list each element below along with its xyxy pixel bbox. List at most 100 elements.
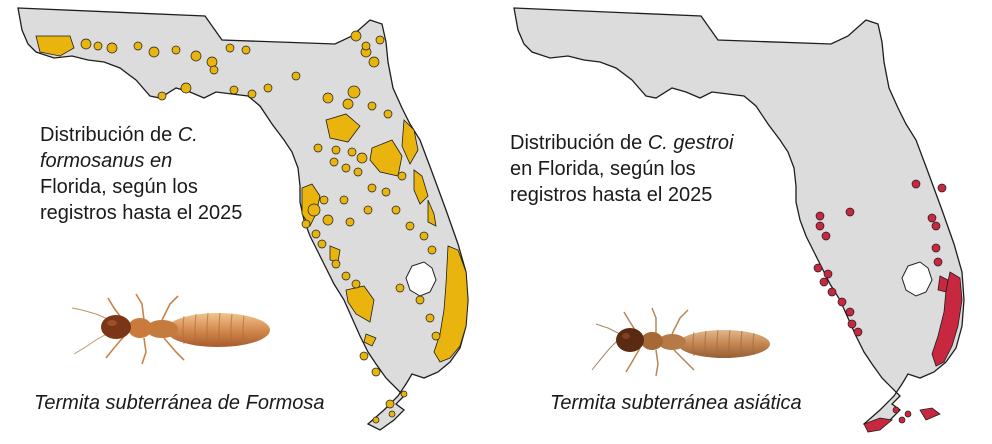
occurrence-dot [93,41,103,51]
occurrence-dot [307,203,321,217]
formosanus-dots [80,30,441,424]
occurrence-dot [815,221,825,231]
occurrence-dot [363,205,373,215]
occurrence-dot [815,211,825,221]
caption-line-2: en Florida, según los [510,158,696,180]
occurrence-dot [206,56,218,68]
occurrence-dot [341,163,351,173]
caption-genus: C. [177,124,198,146]
occurrence-dot [339,195,349,205]
occurrence-dot [342,98,354,110]
occurrence-dot [813,263,823,273]
formosanus-common-name: Termita subterránea de Formosa [34,392,325,414]
occurrence-dot [931,243,941,253]
caption-line-4: registros hasta el 2025 [40,202,243,224]
occurrence-dot [209,65,219,75]
occurrence-dot [381,187,391,197]
caption-line-3: registros hasta el 2025 [510,184,713,206]
occurrence-dot [317,239,327,249]
caption-line-3: Florida, según los [40,176,198,198]
occurrence-dot [341,271,351,281]
occurrence-dot [904,410,912,418]
occurrence-dot [106,42,118,54]
occurrence-dot [350,30,362,42]
occurrence-dot [933,257,943,267]
occurrence-dot [180,82,192,94]
occurrence-dot [927,213,937,223]
gestroi-dots [813,179,947,424]
occurrence-dot [190,50,202,62]
occurrence-dot [291,71,301,81]
occurrence-dot [313,143,323,153]
occurrence-dot [157,91,167,101]
occurrence-dot [331,259,341,269]
occurrence-dot [347,147,357,157]
occurrence-dot [391,205,401,215]
occurrence-dot [823,269,833,279]
formosanus-caption: Distribución de C. formosanus en Florida… [40,122,242,226]
occurrence-dot [847,319,857,329]
occurrence-dot [322,214,334,226]
occurrence-dot [845,207,855,217]
occurrence-dot [372,416,380,424]
caption-species: formosanus en [40,150,173,172]
occurrence-dot [405,221,415,231]
occurrence-dot [427,245,437,255]
occurrence-dot [911,179,921,189]
occurrence-dot [397,171,407,181]
formosan-termite-photo [71,293,270,365]
occurrence-dot [853,327,863,337]
caption-species: C. gestroi [647,132,734,154]
gestroi-panel: Distribución de C. gestroi en Florida, s… [496,0,992,444]
occurrence-dot [837,297,847,307]
occurrence-dot [133,41,143,51]
occurrence-dot [331,145,341,155]
gestroi-caption: Distribución de C. gestroi en Florida, s… [510,130,733,208]
occurrence-dot [225,43,235,53]
occurrence-dot [819,277,829,287]
lake-okeechobee [901,261,933,297]
occurrence-dot [821,231,831,241]
occurrence-dot [415,295,425,305]
caption-line-1: Distribución de [510,132,648,154]
formosanus-regions [35,35,469,363]
occurrence-dot [361,41,371,51]
occurrence-dot [351,279,361,289]
occurrence-dot [345,217,355,227]
occurrence-dot [80,38,92,50]
occurrence-dot [383,109,393,119]
occurrence-dot [322,92,334,104]
occurrence-dot [898,416,906,424]
occurrence-dot [171,45,181,55]
occurrence-dot [375,35,385,45]
occurrence-dot [263,83,273,93]
occurrence-dot [395,283,405,293]
occurrence-dot [827,287,837,297]
occurrence-dot [937,183,947,193]
gestroi-common-name: Termita subterránea asiática [550,392,802,414]
occurrence-dot [347,85,361,99]
occurrence-dot [319,195,329,205]
occurrence-dot [301,219,311,229]
occurrence-dot [419,231,429,241]
occurrence-dot [367,101,377,111]
asian-termite-photo [591,307,770,377]
occurrence-dot [371,367,381,377]
occurrence-dot [400,390,408,398]
occurrence-dot [425,313,435,323]
florida-map-gestroi [513,7,965,433]
occurrence-dot [368,56,380,68]
occurrence-dot [385,399,395,409]
formosanus-panel: Distribución de C. formosanus en Florida… [17,7,469,431]
lake-okeechobee [405,261,437,297]
occurrence-dot [892,406,900,414]
occurrence-dot [356,152,368,164]
occurrence-dot [247,89,257,99]
occurrence-dot [148,46,160,58]
occurrence-dot [311,229,321,239]
occurrence-dot [431,331,441,341]
occurrence-dot [359,351,369,361]
occurrence-dot [229,85,239,95]
occurrence-dot [329,157,339,167]
occurrence-dot [388,410,396,418]
